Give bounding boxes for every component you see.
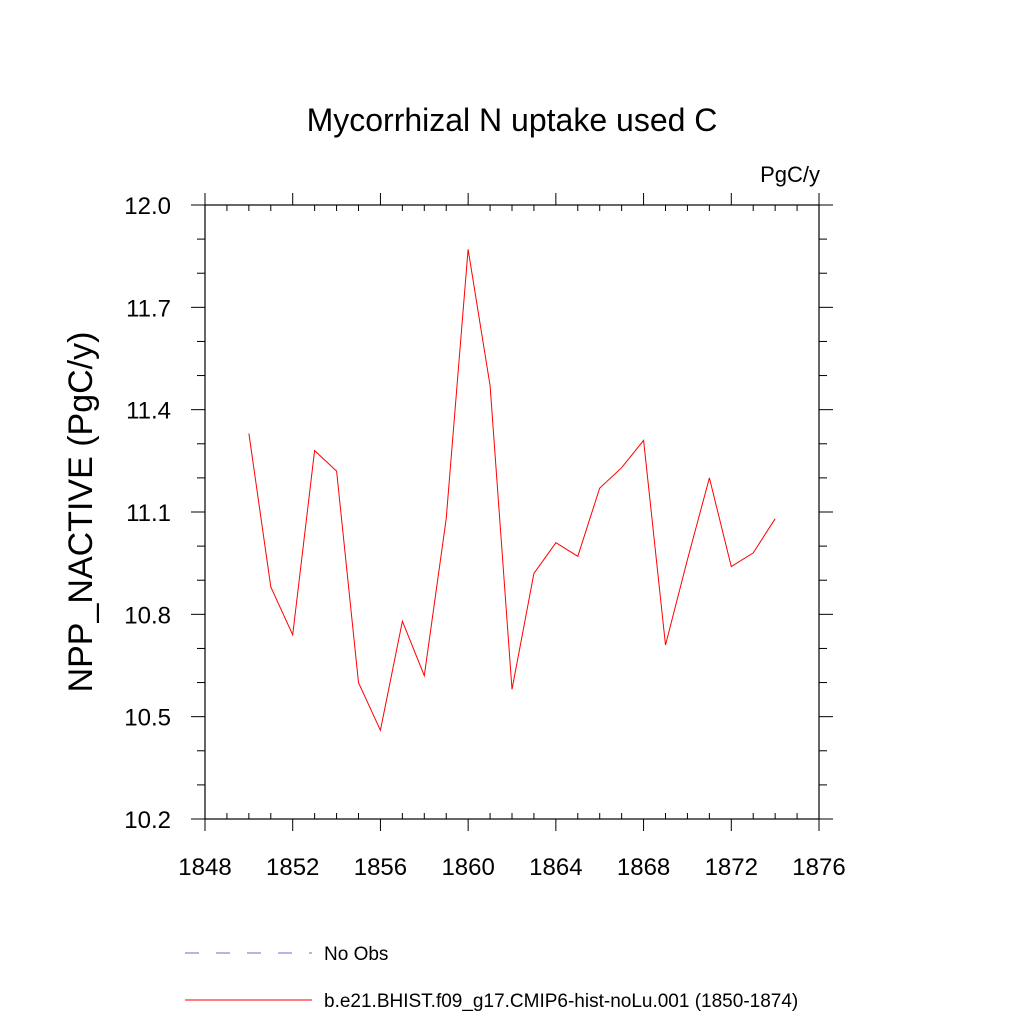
y-tick-label: 11.1 — [126, 500, 171, 527]
x-tick-label: 1848 — [178, 854, 231, 881]
y-tick-label: 10.8 — [124, 602, 171, 629]
legend-label: No Obs — [324, 944, 388, 965]
axis-ticks — [191, 193, 833, 831]
x-tick-label: 1860 — [441, 854, 494, 881]
legend-item-series: b.e21.BHIST.f09_g17.CMIP6-hist-noLu.001 … — [185, 991, 798, 1012]
x-tick-label: 1864 — [529, 854, 582, 881]
axis-tick-labels: 1848 1852 1856 1860 1864 1868 1872 1876 10.2 10.5… — [124, 193, 845, 881]
units-label: PgC/y — [760, 162, 820, 187]
x-tick-label: 1872 — [705, 854, 758, 881]
x-tick-label: 1876 — [792, 854, 845, 881]
y-tick-label: 12.0 — [124, 193, 171, 220]
series-line — [248, 249, 776, 732]
y-tick-label: 11.7 — [126, 295, 171, 322]
x-tick-label: 1856 — [354, 854, 407, 881]
plot-frame — [204, 204, 820, 820]
y-axis-label: NPP_NACTIVE (PgC/y) — [62, 332, 100, 693]
y-tick-label: 11.4 — [126, 398, 171, 425]
y-tick-label: 10.2 — [124, 807, 171, 834]
x-tick-label: 1852 — [266, 854, 319, 881]
y-tick-label: 10.5 — [124, 705, 171, 732]
legend-label: b.e21.BHIST.f09_g17.CMIP6-hist-noLu.001 … — [324, 991, 798, 1012]
chart-title: Mycorrhizal N uptake used C — [307, 102, 718, 138]
legend-item-no-obs: No Obs — [185, 944, 388, 965]
x-tick-label: 1868 — [617, 854, 670, 881]
series-layer — [248, 249, 776, 732]
legend: No Obs b.e21.BHIST.f09_g17.CMIP6-hist-no… — [185, 944, 798, 1012]
